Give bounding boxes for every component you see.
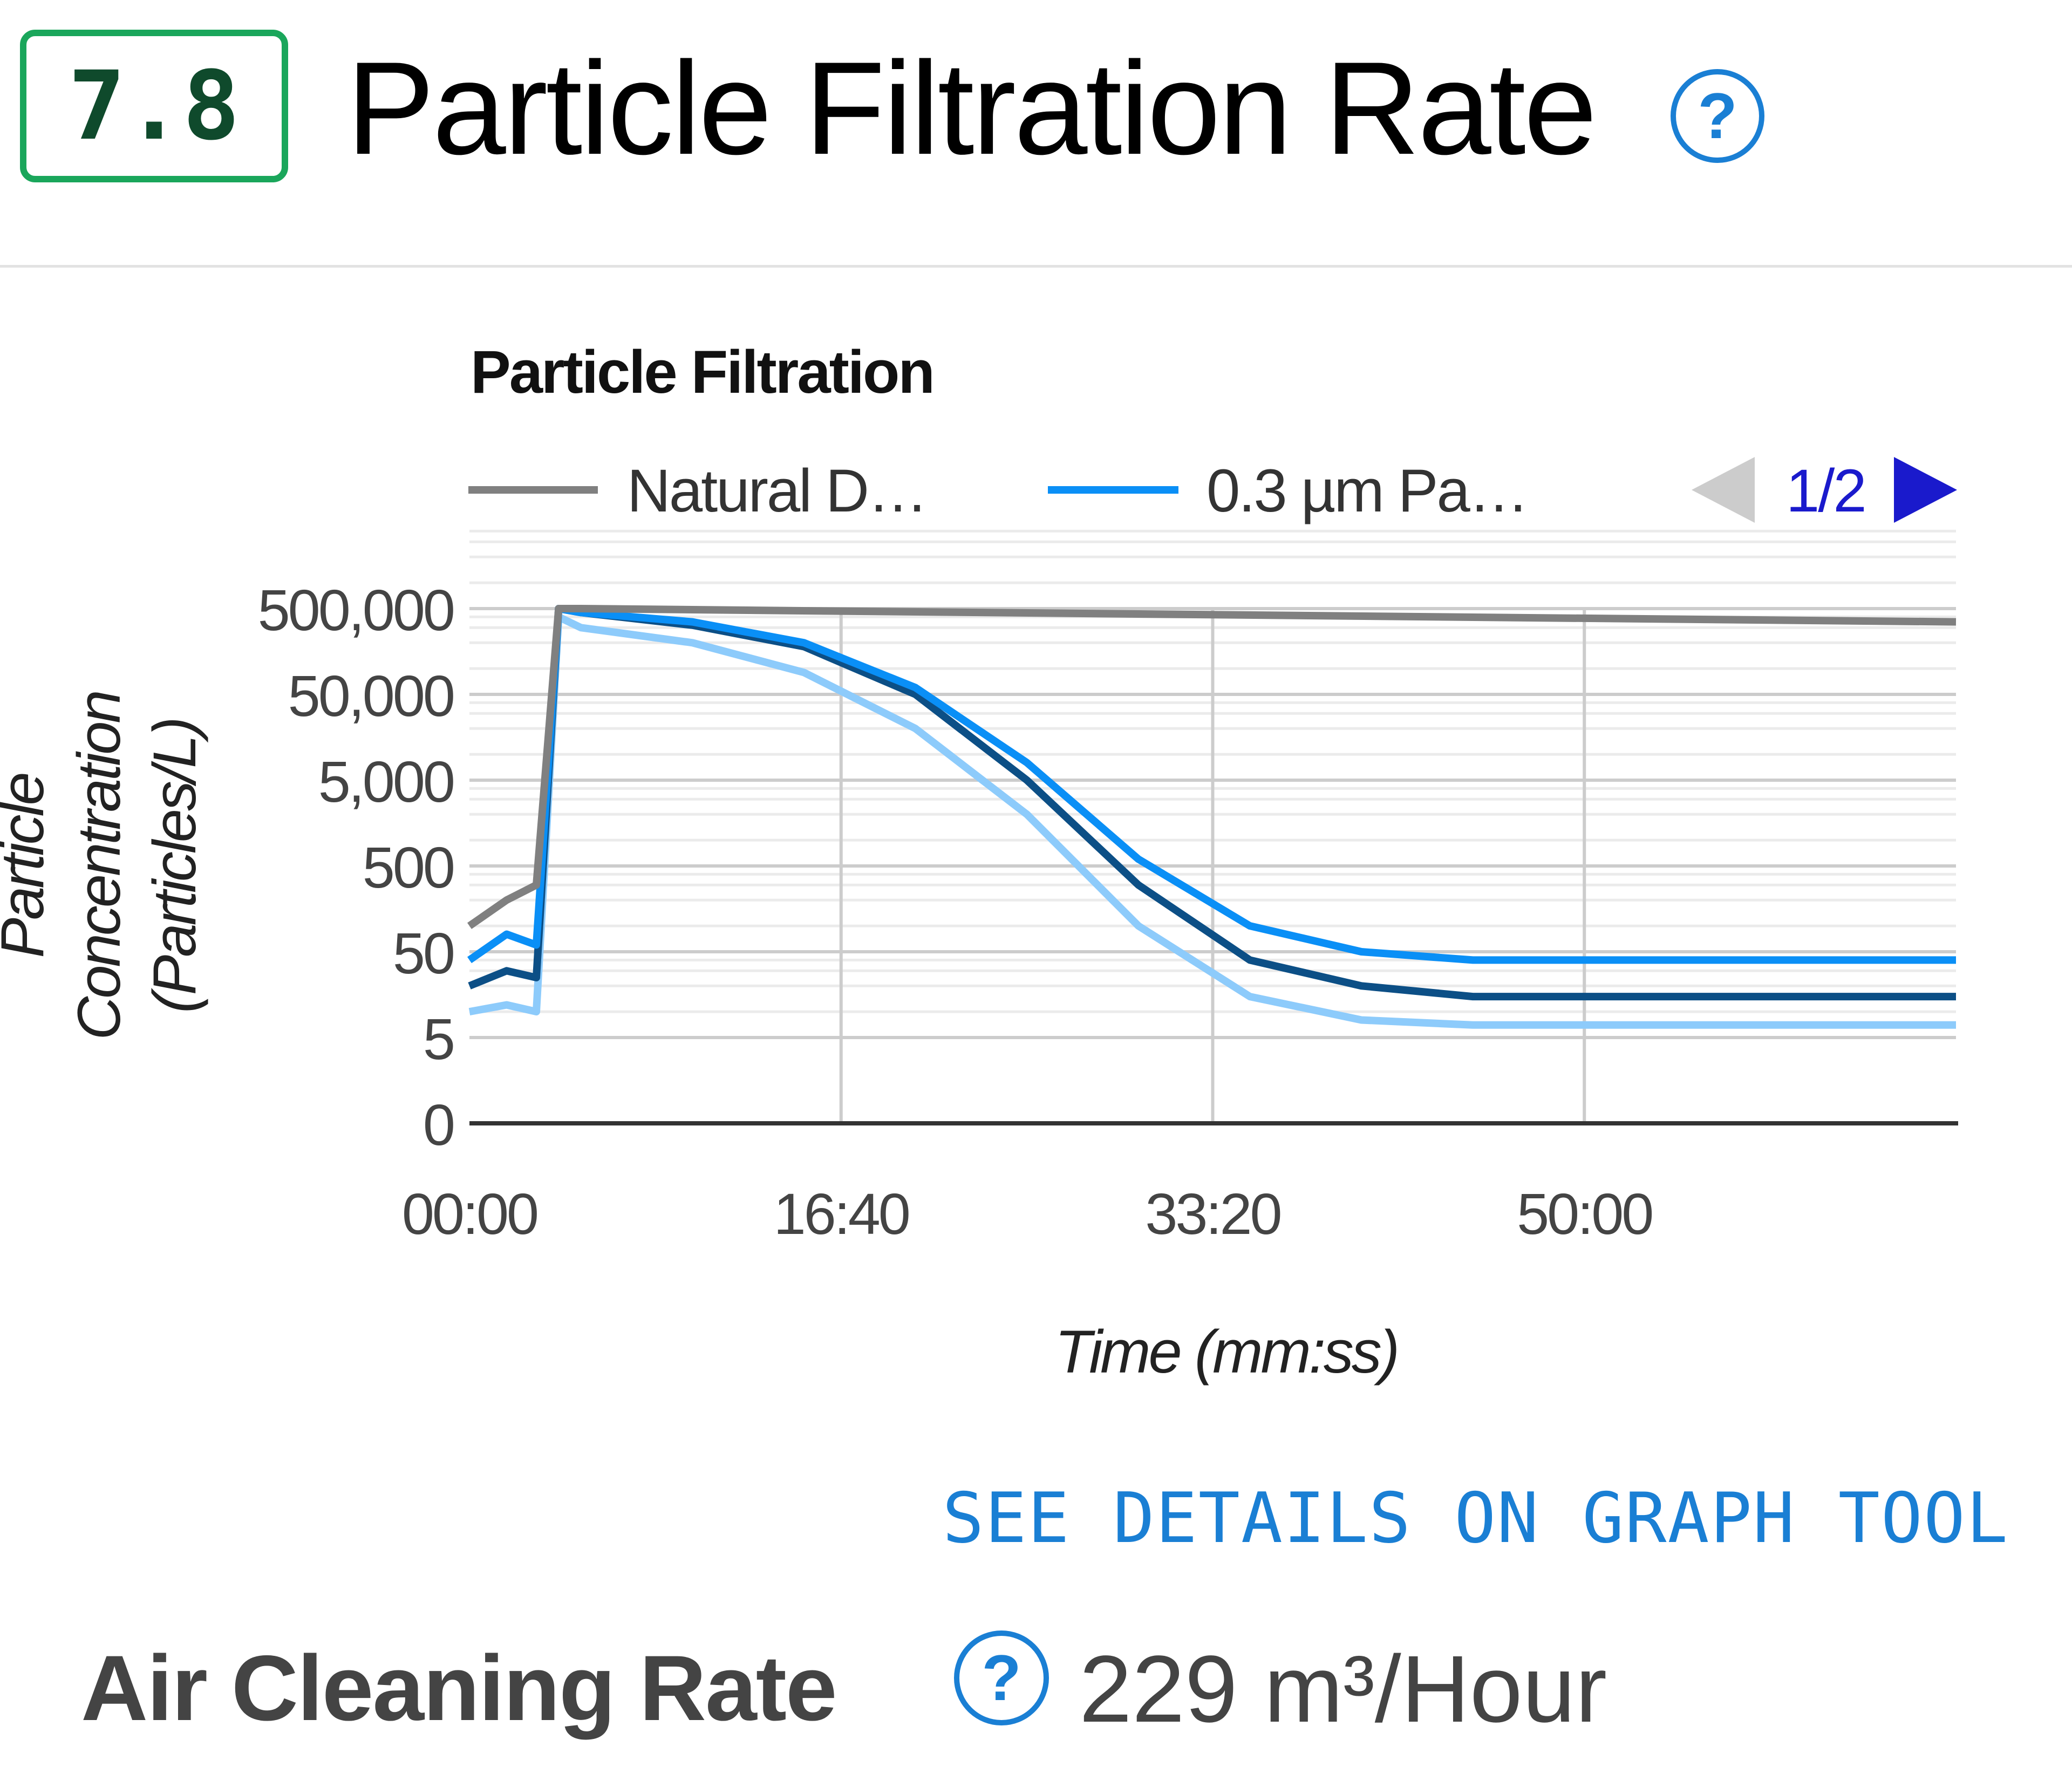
y-tick-label: 0 <box>423 1092 453 1157</box>
y-axis-title: Particle <box>0 774 56 958</box>
series-line-1 <box>467 605 1957 929</box>
x-tick-label: 00:00 <box>402 1181 537 1246</box>
legend-page-indicator: 1/2 <box>1786 457 1865 524</box>
air-cleaning-rate-value: 229 m³/Hour <box>1079 1636 1607 1742</box>
legend-prev-icon <box>1692 457 1755 523</box>
score-badge: 7.8 <box>20 30 288 182</box>
air-cleaning-rate-label: Air Cleaning Rate <box>81 1636 837 1740</box>
y-tick-label: 500,000 <box>258 577 453 643</box>
header: 7.8 Particle Filtration Rate ? <box>0 0 2072 268</box>
see-details-link[interactable]: SEE DETAILS ON GRAPH TOOL <box>942 1478 2009 1559</box>
y-tick-label: 500 <box>363 835 453 900</box>
help-icon[interactable]: ? <box>1671 69 1764 163</box>
x-tick-label: 33:20 <box>1145 1181 1280 1246</box>
y-tick-label: 50,000 <box>288 663 453 728</box>
help-icon[interactable]: ? <box>954 1630 1049 1725</box>
y-axis-title: (Particles/L) <box>141 719 208 1013</box>
chart-title: Particle Filtration <box>471 338 933 406</box>
page-title: Particle Filtration Rate <box>346 34 1597 182</box>
particle-filtration-chart: 0 5 50 500 5,000 50,000 500,000 00:00 16:40 33:20… <box>0 270 2072 1403</box>
x-tick-label: 16:40 <box>774 1181 909 1246</box>
y-tick-label: 5,000 <box>318 749 453 814</box>
legend-next-icon <box>1894 457 1957 523</box>
legend-label: 0.3 µm Pa… <box>1207 457 1528 524</box>
y-tick-label: 50 <box>393 920 453 986</box>
legend-label: Natural D… <box>627 457 926 524</box>
x-axis-title: Time (mm:ss) <box>1055 1318 1398 1386</box>
y-axis-title: Concentration <box>65 692 133 1040</box>
chart-svg: 0 5 50 500 5,000 50,000 500,000 00:00 16:40 33:20… <box>0 338 1958 1386</box>
y-tick-label: 5 <box>423 1006 453 1072</box>
x-tick-label: 50:00 <box>1517 1181 1652 1246</box>
